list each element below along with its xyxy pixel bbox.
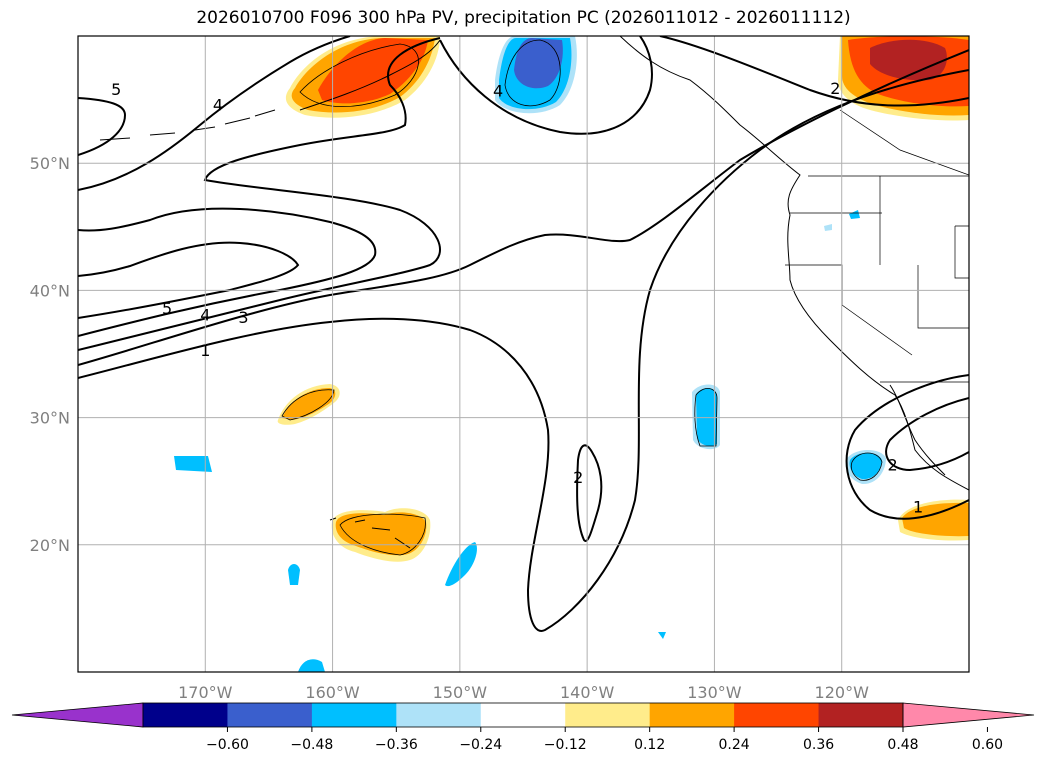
- coast-baja: [889, 384, 946, 476]
- lat-tick-label: 30°N: [30, 409, 70, 428]
- colorbar-extend-high: [902, 702, 1035, 728]
- contour-label: 2: [573, 468, 583, 487]
- colorbar: −0.60 −0.48 −0.36 −0.24 −0.12 0.12 0.24 0.36 0.4…: [11, 702, 1035, 753]
- colorbar-swatch: [734, 703, 820, 727]
- lat-tick-label: 40°N: [30, 281, 70, 300]
- precip-area-gulf-alaska-max: [514, 38, 563, 89]
- lon-tick-label: 140°W: [560, 683, 615, 702]
- contour-label: 4: [493, 82, 503, 101]
- colorbar-tick-label: −0.24: [459, 737, 502, 753]
- colorbar-swatch: [649, 703, 735, 727]
- pv-contour-2-canada: [659, 36, 969, 107]
- precip-area-west-pacific: [174, 456, 212, 472]
- contour-label: 1: [200, 341, 210, 360]
- precip-area-tiny-1: [658, 632, 666, 639]
- colorbar-swatch: [480, 703, 566, 727]
- border-nv-ca: [841, 304, 913, 356]
- gridlines: [78, 36, 969, 672]
- colorbar-swatch: [227, 703, 313, 727]
- precip-area-small-1: [288, 564, 300, 585]
- pv-contour-mexico: [845, 374, 969, 520]
- precip-area-tiny-3: [824, 224, 832, 231]
- colorbar-swatch: [818, 703, 904, 727]
- pv-contours: [78, 36, 969, 632]
- colorbar-tick-label: 0.36: [803, 737, 834, 753]
- precip-area-south-edge: [298, 659, 325, 672]
- border-canada-prov: [839, 109, 969, 176]
- lat-tick-label: 20°N: [30, 536, 70, 555]
- pv-contour-4-gulf: [439, 36, 653, 135]
- map-frame: [77, 35, 970, 673]
- coast-alaska-peninsula: [299, 39, 441, 111]
- colorbar-tick-label: −0.48: [290, 737, 333, 753]
- colorbar-tick-label: −0.36: [375, 737, 418, 753]
- colorbar-outline: [142, 702, 904, 728]
- contour-label: 1: [913, 497, 923, 516]
- colorbar-tick-label: 0.60: [972, 737, 1003, 753]
- colorbar-tick-label: 0.24: [719, 737, 750, 753]
- precip-area-tiny-2: [849, 210, 860, 219]
- map-background: [78, 36, 969, 672]
- precip-area-midpacific-core: [282, 388, 336, 420]
- precip-area-mexico-core: [849, 452, 882, 480]
- contour-label: 2: [888, 455, 898, 474]
- pv-contour-4: [78, 207, 377, 337]
- lon-tick-label: 150°W: [433, 683, 488, 702]
- pv-contour-1: [78, 69, 969, 632]
- contour-label: 5: [111, 80, 121, 99]
- precip-area-offshore-30n-core: [696, 388, 717, 446]
- longitude-labels: 170°W 160°W 150°W 140°W 130°W 120°W: [178, 683, 869, 702]
- contour-label: 3: [238, 308, 248, 327]
- colorbar-tick-label: −0.60: [206, 737, 249, 753]
- colorbar-tick-label: 0.12: [634, 737, 665, 753]
- contour-label: 5: [162, 299, 172, 318]
- colorbar-tick-label: −0.12: [544, 737, 587, 753]
- lat-tick-label: 50°N: [30, 154, 70, 173]
- pv-contour-5: [78, 241, 300, 319]
- precip-negative-shading: [174, 36, 886, 672]
- map-title: 2026010700 F096 300 hPa PV, precipitatio…: [196, 8, 851, 28]
- border-id: [879, 176, 969, 329]
- lon-tick-label: 160°W: [305, 683, 360, 702]
- contour-label: 4: [200, 305, 210, 324]
- pv-contour-mexico-2: [885, 397, 969, 472]
- precip-area-hawaii-east: [445, 542, 477, 587]
- colorbar-swatch: [396, 703, 482, 727]
- lon-tick-label: 130°W: [687, 683, 742, 702]
- lon-tick-label: 170°W: [178, 683, 233, 702]
- precip-outlines: [281, 39, 883, 556]
- pv-contour-2: [78, 49, 969, 366]
- contour-labels: 5 4 4 2 5 4 3 1 2 2 1: [111, 79, 923, 516]
- border-mt: [954, 225, 969, 279]
- political-borders: [785, 109, 969, 383]
- precip-area-canada-peak: [870, 39, 947, 81]
- latitude-labels: 50°N 40°N 30°N 20°N: [30, 154, 70, 555]
- colorbar-swatch: [311, 703, 397, 727]
- colorbar-swatch: [565, 703, 651, 727]
- colorbar-tick-label: 0.48: [887, 737, 918, 753]
- contour-label: 4: [213, 96, 223, 115]
- pv-contour-4-north: [78, 36, 351, 191]
- contour-label: 2: [830, 79, 840, 98]
- precip-area-baja-core: [902, 502, 969, 537]
- lon-tick-label: 120°W: [815, 683, 870, 702]
- colorbar-extend-low: [11, 702, 144, 728]
- colorbar-swatch: [143, 703, 228, 727]
- pv-contour-3: [78, 37, 441, 351]
- pv-contour-5-north: [78, 97, 127, 156]
